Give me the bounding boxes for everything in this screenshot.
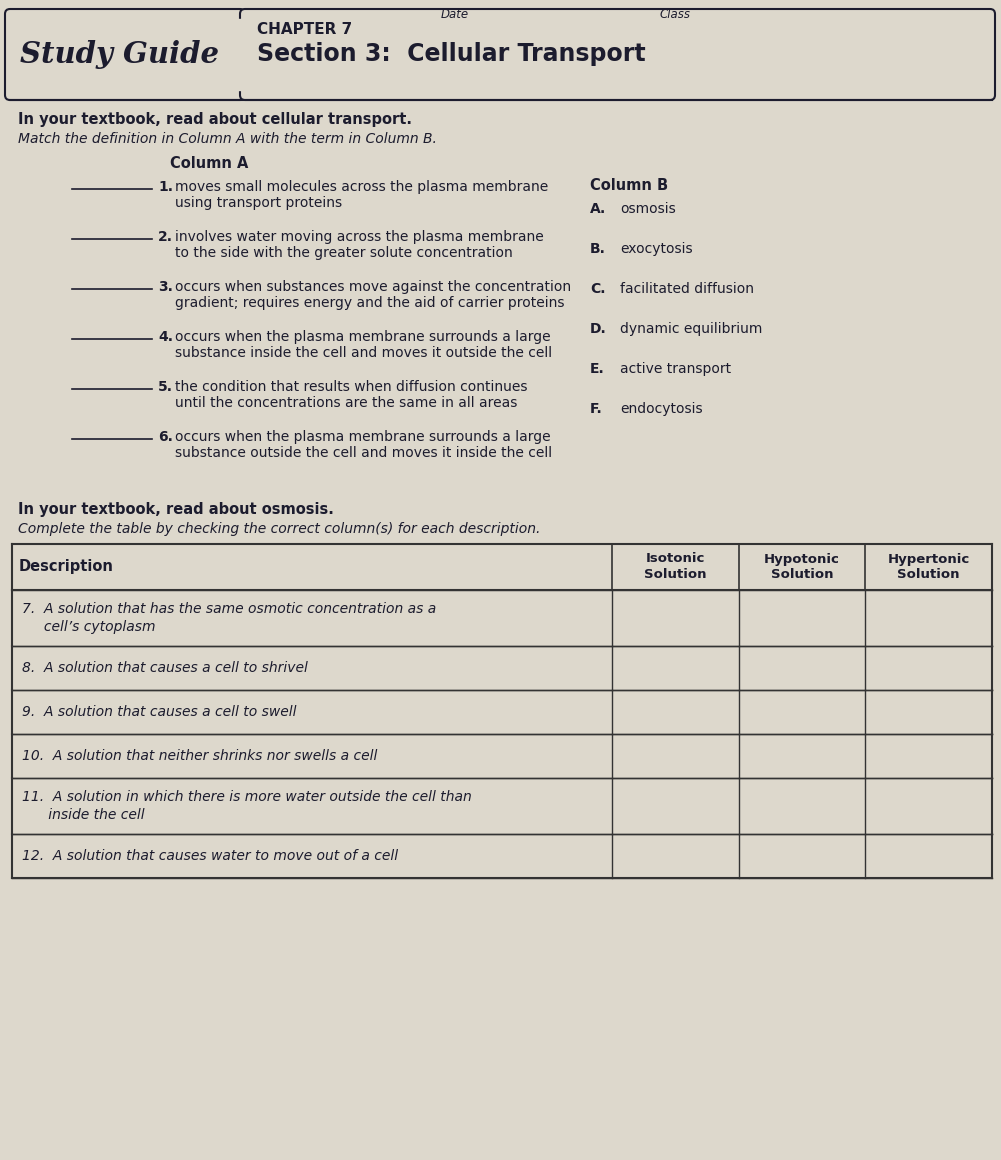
Text: 11.  A solution in which there is more water outside the cell than
      inside : 11. A solution in which there is more wa… <box>22 790 471 822</box>
FancyBboxPatch shape <box>5 9 245 100</box>
Text: 2.: 2. <box>158 230 173 244</box>
Text: exocytosis: exocytosis <box>620 242 693 256</box>
Text: In your textbook, read about cellular transport.: In your textbook, read about cellular tr… <box>18 113 412 126</box>
Text: Date: Date <box>440 8 469 21</box>
Text: Isotonic
Solution: Isotonic Solution <box>644 552 707 581</box>
Text: E.: E. <box>590 362 605 376</box>
FancyBboxPatch shape <box>240 9 995 100</box>
Text: In your textbook, read about osmosis.: In your textbook, read about osmosis. <box>18 502 334 517</box>
Text: endocytosis: endocytosis <box>620 403 703 416</box>
Text: 10.  A solution that neither shrinks nor swells a cell: 10. A solution that neither shrinks nor … <box>22 749 377 763</box>
Text: 4.: 4. <box>158 329 173 345</box>
Text: CHAPTER 7: CHAPTER 7 <box>257 22 352 37</box>
Text: 5.: 5. <box>158 380 173 394</box>
Text: B.: B. <box>590 242 606 256</box>
Text: 12.  A solution that causes water to move out of a cell: 12. A solution that causes water to move… <box>22 849 398 863</box>
Text: 6.: 6. <box>158 430 173 444</box>
Text: moves small molecules across the plasma membrane
using transport proteins: moves small molecules across the plasma … <box>175 180 549 210</box>
Text: Section 3:  Cellular Transport: Section 3: Cellular Transport <box>257 42 646 66</box>
Text: Complete the table by checking the correct column(s) for each description.: Complete the table by checking the corre… <box>18 522 541 536</box>
Text: the condition that results when diffusion continues
until the concentrations are: the condition that results when diffusio… <box>175 380 528 411</box>
Text: D.: D. <box>590 322 607 336</box>
Text: Class: Class <box>660 8 691 21</box>
Text: involves water moving across the plasma membrane
to the side with the greater so: involves water moving across the plasma … <box>175 230 544 260</box>
Text: 1.: 1. <box>158 180 173 194</box>
Text: 9.  A solution that causes a cell to swell: 9. A solution that causes a cell to swel… <box>22 705 296 719</box>
Text: Column A: Column A <box>170 155 248 171</box>
Text: 3.: 3. <box>158 280 173 293</box>
Text: Match the definition in Column A with the term in Column B.: Match the definition in Column A with th… <box>18 132 436 146</box>
Text: 7.  A solution that has the same osmotic concentration as a
     cell’s cytoplas: 7. A solution that has the same osmotic … <box>22 602 436 635</box>
Text: active transport: active transport <box>620 362 731 376</box>
Text: Description: Description <box>19 559 114 574</box>
Text: Hypertonic
Solution: Hypertonic Solution <box>888 552 970 581</box>
Text: Study Guide: Study Guide <box>20 39 219 68</box>
Text: Hypotonic
Solution: Hypotonic Solution <box>764 552 840 581</box>
Text: A.: A. <box>590 202 607 216</box>
Text: 8.  A solution that causes a cell to shrivel: 8. A solution that causes a cell to shri… <box>22 661 308 675</box>
Text: dynamic equilibrium: dynamic equilibrium <box>620 322 763 336</box>
Text: occurs when the plasma membrane surrounds a large
substance inside the cell and : occurs when the plasma membrane surround… <box>175 329 553 361</box>
Text: C.: C. <box>590 282 606 296</box>
Text: occurs when the plasma membrane surrounds a large
substance outside the cell and: occurs when the plasma membrane surround… <box>175 430 553 461</box>
Text: F.: F. <box>590 403 603 416</box>
Text: osmosis: osmosis <box>620 202 676 216</box>
Text: occurs when substances move against the concentration
gradient; requires energy : occurs when substances move against the … <box>175 280 572 310</box>
Text: facilitated diffusion: facilitated diffusion <box>620 282 754 296</box>
Text: Column B: Column B <box>590 177 668 193</box>
